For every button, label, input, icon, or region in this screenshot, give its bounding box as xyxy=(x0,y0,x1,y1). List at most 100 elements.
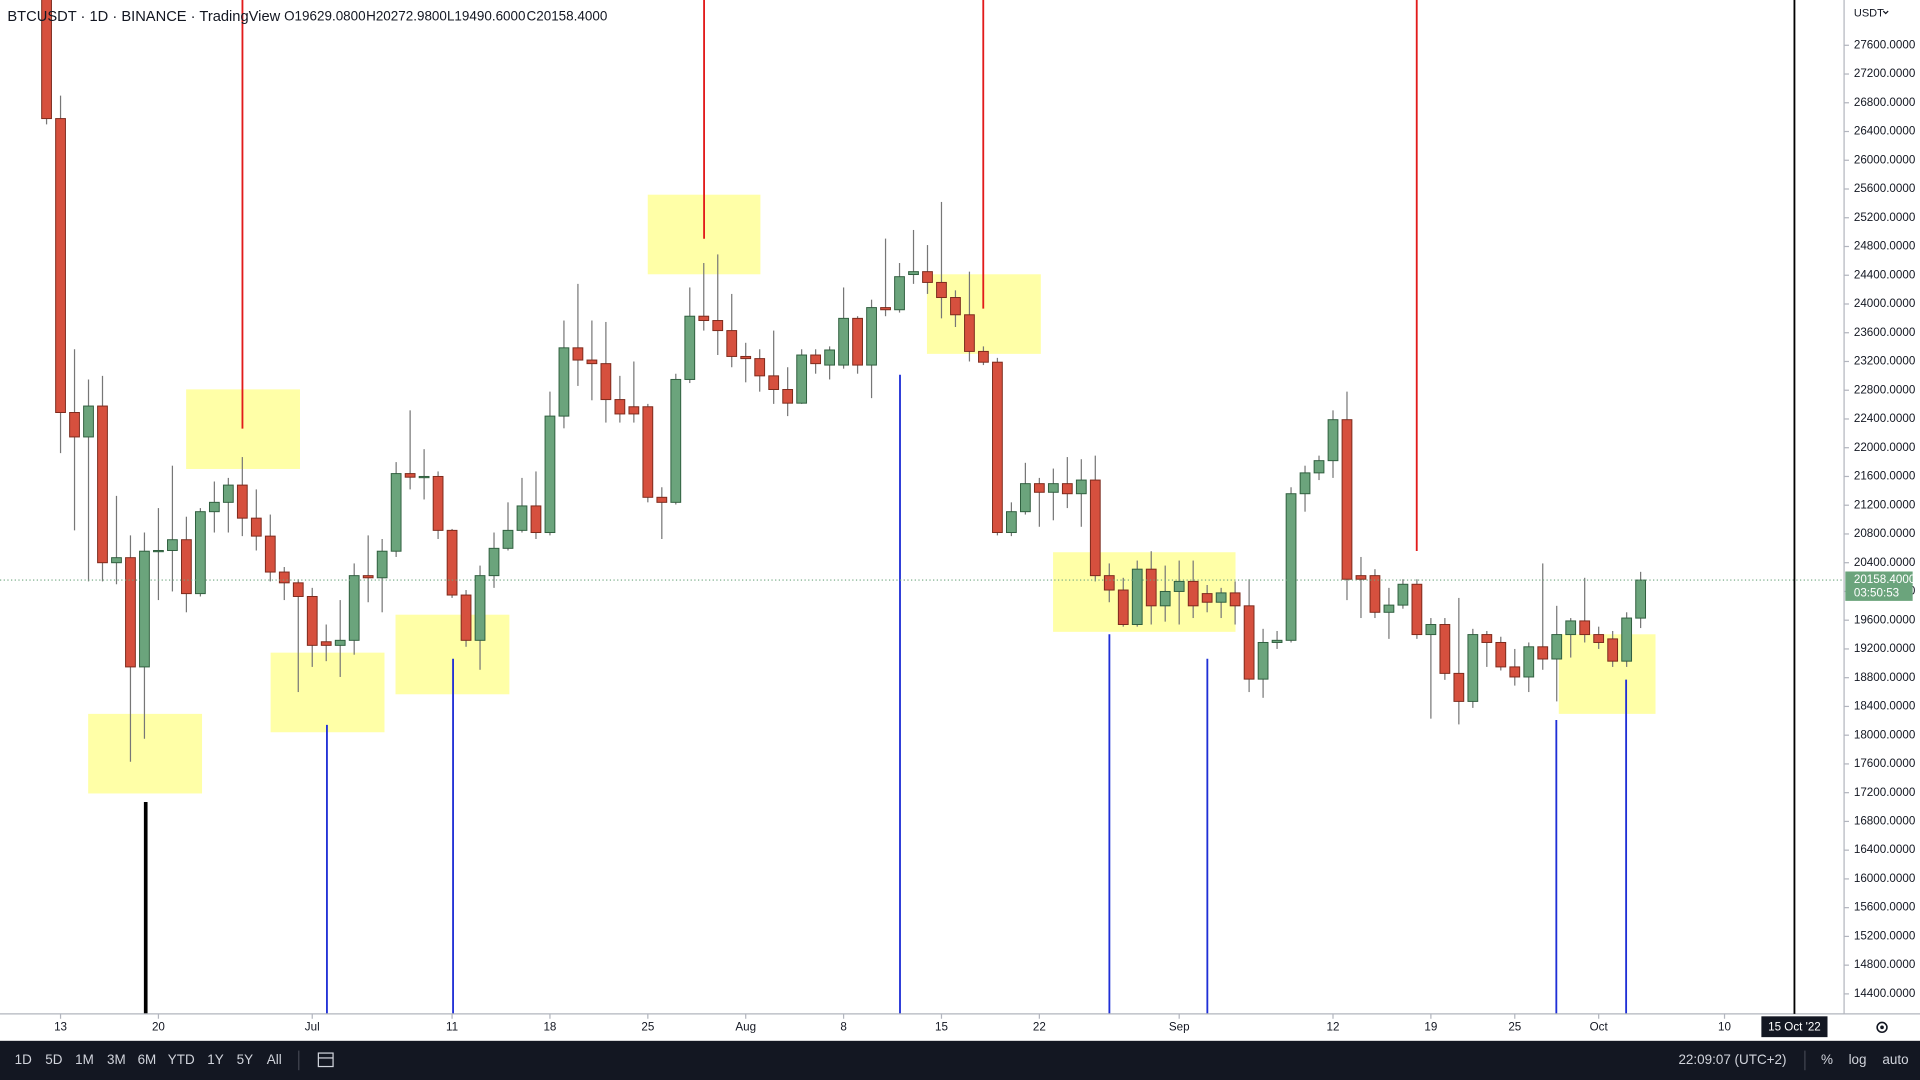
chevron xyxy=(1882,10,1889,15)
x-tick-label: 18 xyxy=(543,1020,556,1033)
x-tick-label: 25 xyxy=(641,1020,654,1033)
y-tick-label: 23600.0000 xyxy=(1854,326,1916,339)
y-tick-label: 22800.0000 xyxy=(1854,383,1916,396)
scale-option[interactable]: log xyxy=(1849,1052,1867,1067)
candle-body xyxy=(936,281,947,299)
y-tick-label: 18400.0000 xyxy=(1854,700,1916,713)
candle-body xyxy=(181,539,192,595)
candle-body xyxy=(334,639,346,646)
range-button[interactable]: YTD xyxy=(168,1052,195,1067)
calendar xyxy=(317,1052,334,1068)
y-tick-label: 26800.0000 xyxy=(1854,96,1916,109)
range-button[interactable]: 5Y xyxy=(237,1052,253,1067)
y-tick-label: 20800.0000 xyxy=(1854,527,1916,540)
candle-body xyxy=(320,641,332,646)
range-button[interactable]: 6M xyxy=(138,1052,157,1067)
candle-body xyxy=(278,571,290,584)
candle-body xyxy=(684,315,696,380)
candle-body xyxy=(950,297,961,316)
y-tick-label: 22400.0000 xyxy=(1854,412,1916,425)
range-button[interactable]: 1D xyxy=(15,1052,32,1067)
candle-body xyxy=(1495,641,1507,668)
y-tick-label: 18000.0000 xyxy=(1854,728,1916,741)
candle-body xyxy=(1607,638,1619,662)
scale-option[interactable]: auto xyxy=(1882,1052,1908,1067)
box xyxy=(1053,552,1236,632)
candle-body xyxy=(1453,672,1465,702)
settings-icon[interactable] xyxy=(1876,1021,1888,1034)
candle-body xyxy=(1537,646,1549,660)
candle-body xyxy=(404,473,416,478)
lines xyxy=(143,0,1628,1014)
ohlc-open: O19629.0800 xyxy=(284,9,366,24)
range-button[interactable]: All xyxy=(267,1052,282,1067)
candle-body xyxy=(1509,666,1521,678)
candle-body xyxy=(544,415,556,534)
candle-body xyxy=(1383,604,1395,613)
candle-body xyxy=(1061,483,1073,495)
y-tick-label: 19200.0000 xyxy=(1854,642,1916,655)
candle-body xyxy=(1089,479,1101,577)
candle-body xyxy=(83,405,94,438)
y-tick-label: 15600.0000 xyxy=(1854,901,1916,914)
candle-body xyxy=(530,505,542,534)
candle-body xyxy=(698,315,710,322)
candle-body xyxy=(194,511,206,595)
candle-body xyxy=(1579,620,1591,636)
y-tick-label: 17600.0000 xyxy=(1854,757,1916,770)
candle-body xyxy=(628,406,640,415)
y-tick-label: 20400.0000 xyxy=(1854,556,1916,569)
y-tick-label: 23200.0000 xyxy=(1854,355,1916,368)
candle-body xyxy=(992,361,1003,534)
candle-body xyxy=(1229,592,1241,607)
range-button[interactable]: 1Y xyxy=(207,1052,223,1067)
candle-body xyxy=(838,317,849,366)
clock[interactable]: 22:09:07 (UTC+2) xyxy=(1678,1052,1786,1067)
candle-body xyxy=(1033,483,1045,493)
candle-body xyxy=(488,547,500,577)
y-tick-label: 18800.0000 xyxy=(1854,671,1916,684)
candle-body xyxy=(97,405,108,564)
red-lines xyxy=(241,0,1418,552)
candle-body xyxy=(306,595,318,646)
y-tick-label: 19600.0000 xyxy=(1854,613,1916,626)
candle-body xyxy=(1355,575,1367,580)
candles xyxy=(41,0,1647,762)
candle-body xyxy=(1243,605,1255,680)
box xyxy=(270,652,385,733)
candle-body xyxy=(1467,634,1479,702)
candle-body xyxy=(418,475,430,479)
candle-body xyxy=(41,0,52,120)
candle-body xyxy=(558,347,570,417)
candle-body xyxy=(1621,617,1633,662)
candle-body xyxy=(1173,580,1185,592)
x-tick-label: 12 xyxy=(1327,1020,1340,1033)
y-tick-label: 16400.0000 xyxy=(1854,843,1916,856)
candle-body xyxy=(222,484,234,503)
candle-body xyxy=(656,496,668,503)
candle-body xyxy=(1285,493,1297,641)
x-tick-label: Jul xyxy=(305,1020,320,1033)
ohlc-high: H20272.9800 xyxy=(366,9,447,24)
y-tick-label: 21200.0000 xyxy=(1854,498,1916,511)
symbol-title: BTCUSDT · 1D · BINANCE · TradingView xyxy=(7,9,280,25)
range-button[interactable]: 1M xyxy=(75,1052,94,1067)
range-button[interactable]: 3M xyxy=(107,1052,126,1067)
candle-body xyxy=(460,594,472,641)
x-tick-label: 13 xyxy=(54,1020,67,1033)
candle-body xyxy=(572,347,584,361)
candle-body xyxy=(964,314,975,352)
candle-body xyxy=(600,363,612,401)
range-button[interactable]: 5D xyxy=(45,1052,62,1067)
scale-option[interactable]: % xyxy=(1821,1052,1833,1067)
candle-body xyxy=(1271,639,1283,643)
y-tick-label: 27200.0000 xyxy=(1854,67,1916,80)
y-tick-label: 22000.0000 xyxy=(1854,441,1916,454)
candle-body xyxy=(1131,568,1143,626)
calendar-icon[interactable] xyxy=(317,1052,334,1068)
bottom-toolbar xyxy=(0,1040,1920,1080)
candle-body xyxy=(586,359,598,365)
currency-selector[interactable]: USDT xyxy=(1854,7,1884,19)
candle-body xyxy=(642,406,654,498)
